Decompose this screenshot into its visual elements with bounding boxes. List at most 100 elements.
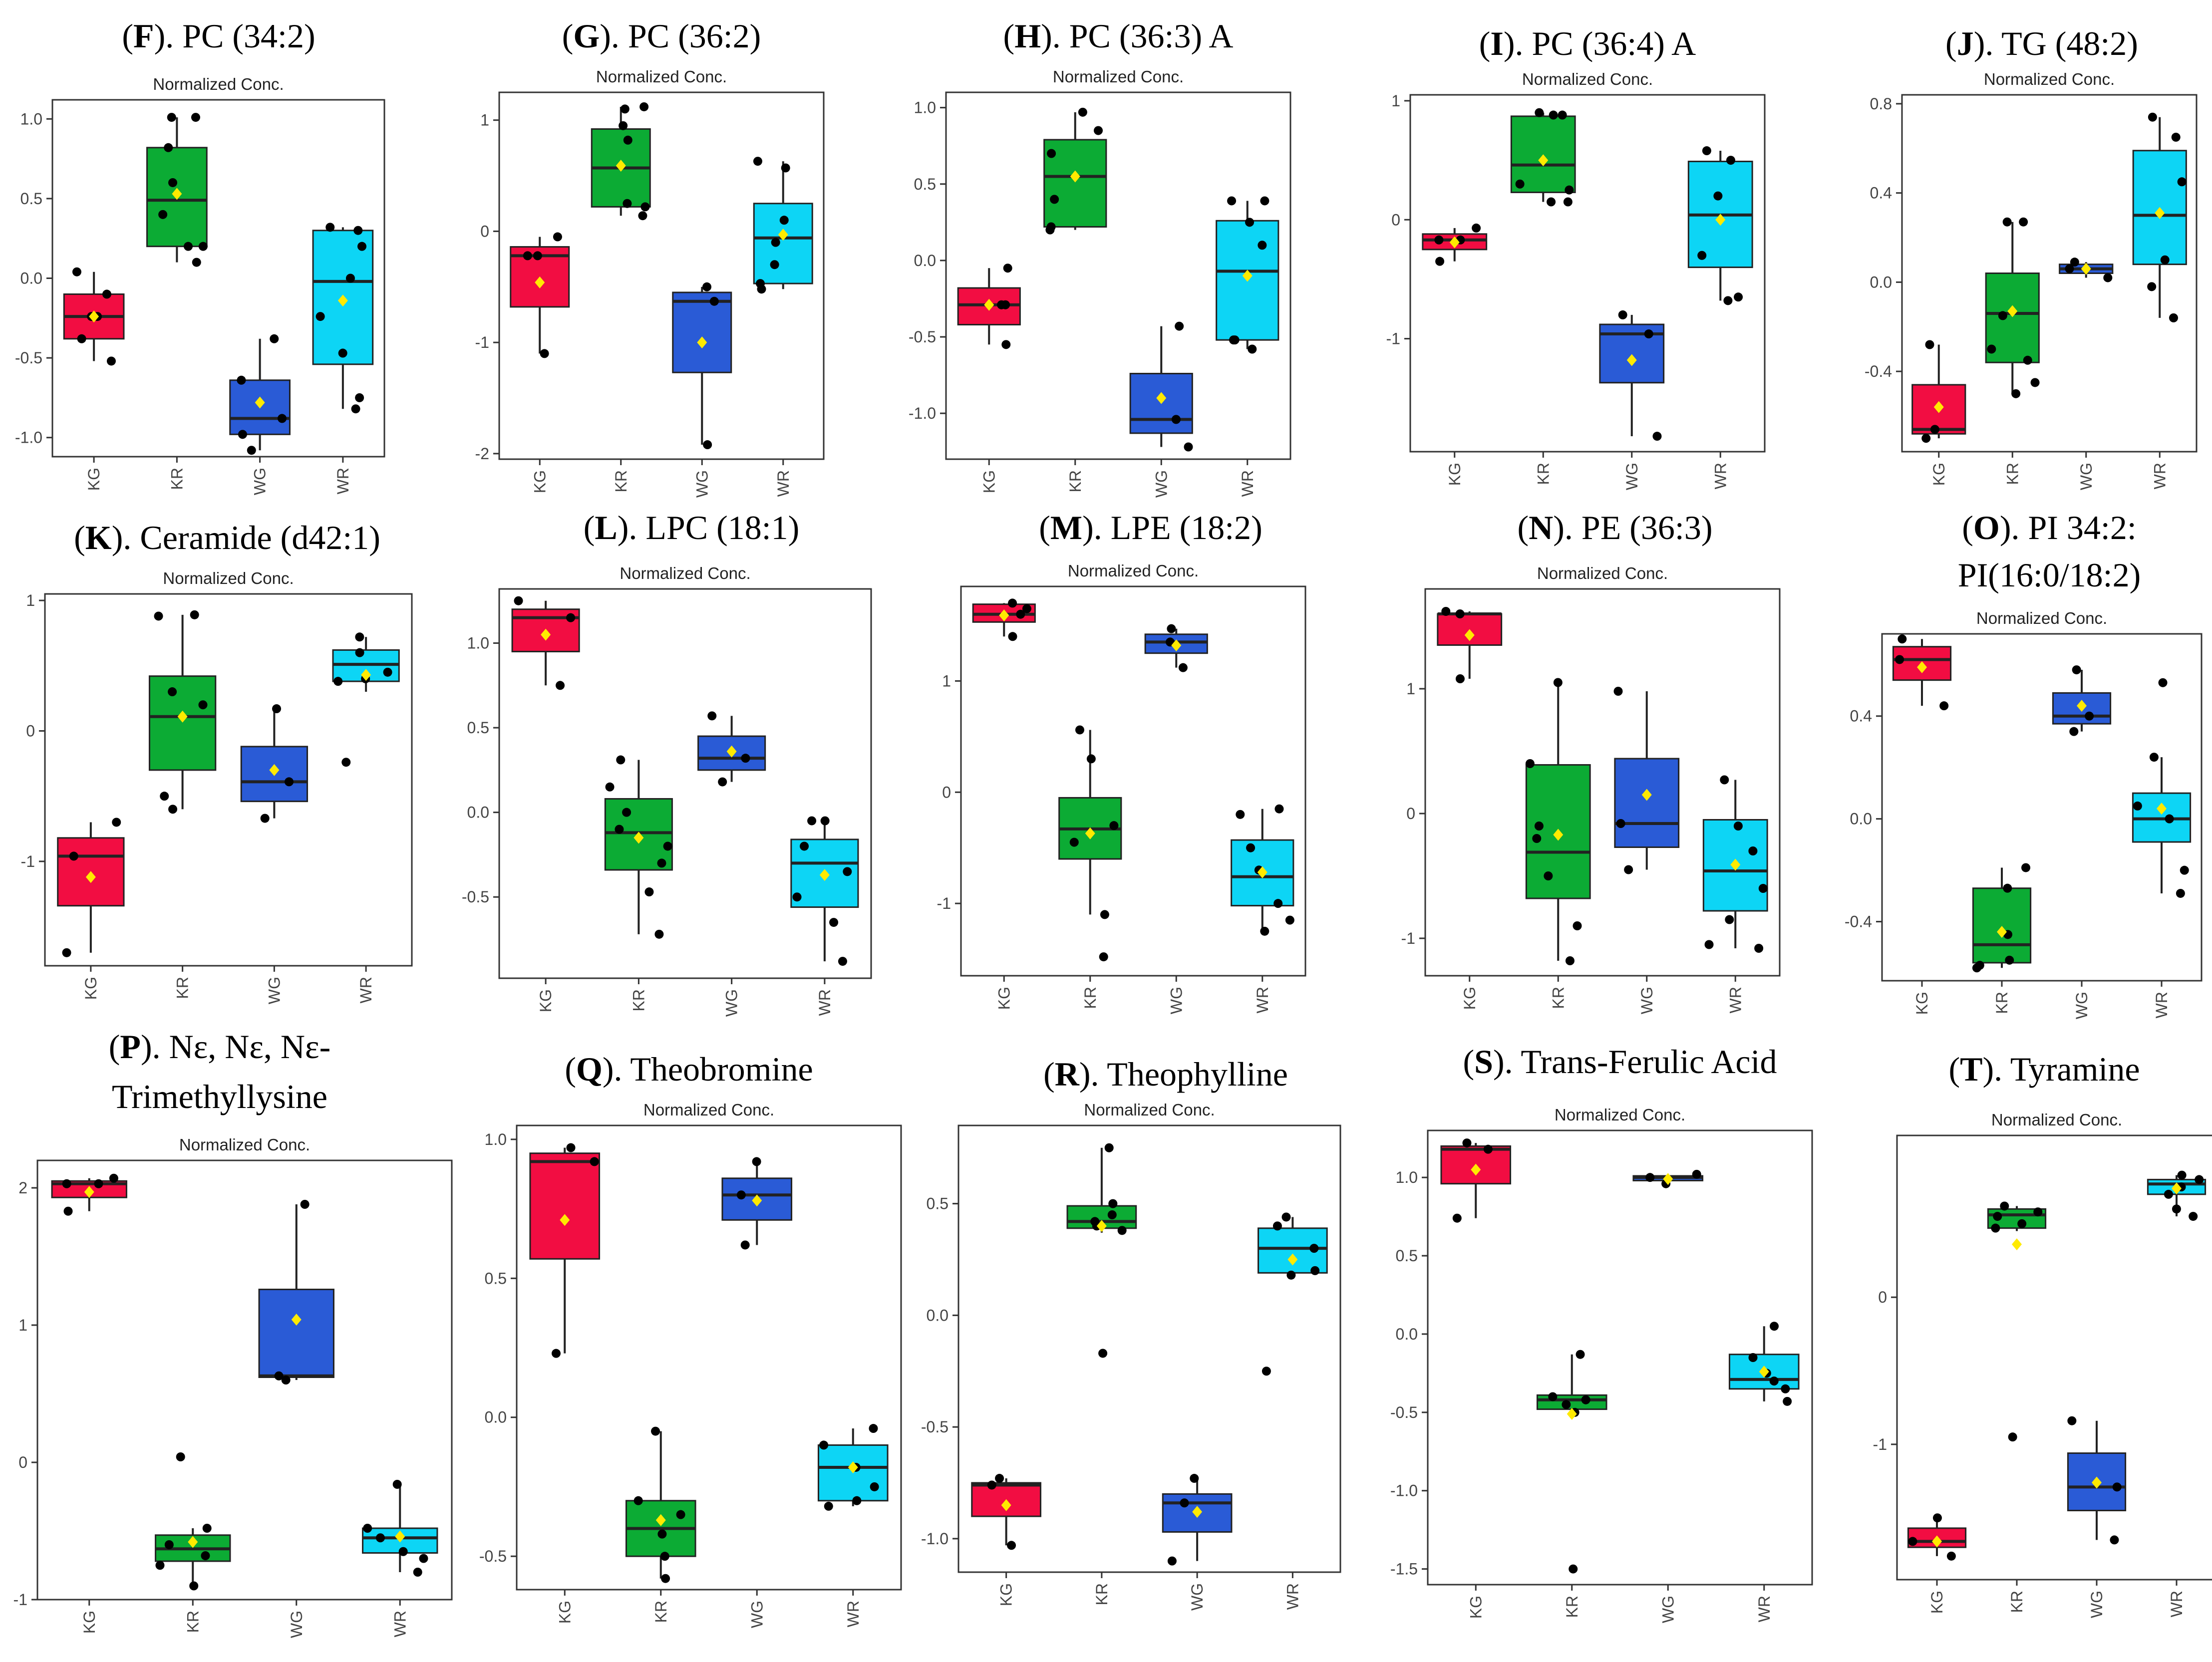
- panel-title-text: ). PC (34:2): [154, 17, 316, 55]
- panel-title: (F). PC (34:2): [122, 17, 315, 55]
- data-point: [155, 1561, 165, 1570]
- box-kr: [1058, 725, 1122, 962]
- data-point: [1078, 107, 1087, 117]
- data-point: [1435, 257, 1445, 266]
- data-point: [1455, 674, 1465, 683]
- data-point: [1618, 310, 1627, 319]
- box-kg: [1440, 1138, 1512, 1223]
- data-point: [1515, 179, 1525, 189]
- y-tick-label: 1: [18, 1316, 27, 1334]
- y-tick-label: 0.0: [467, 804, 489, 822]
- data-point: [1281, 1212, 1291, 1222]
- data-point: [2017, 1219, 2027, 1228]
- box-kr: [604, 755, 673, 939]
- data-point: [345, 274, 355, 283]
- data-point: [657, 858, 666, 868]
- data-point: [824, 1501, 833, 1511]
- data-point: [654, 929, 664, 939]
- mean-marker: [84, 1186, 94, 1198]
- mean-marker: [1449, 236, 1460, 249]
- y-tick-label: -0.4: [1865, 362, 1892, 380]
- box-kg: [57, 818, 125, 957]
- x-tick-label: WR: [1755, 1596, 1773, 1622]
- data-point: [201, 1551, 210, 1560]
- mean-marker: [1917, 661, 1927, 673]
- data-point: [1285, 915, 1294, 925]
- panel-title-letter: S: [1474, 1043, 1493, 1081]
- data-point: [1569, 1564, 1578, 1574]
- panel-k: (K). Ceramide (d42:1) Normalized Conc. -1 0…: [21, 519, 413, 1004]
- panel-title-text: ). LPC (18:1): [618, 509, 800, 547]
- data-point: [1652, 432, 1662, 441]
- data-point: [2033, 1207, 2043, 1217]
- data-point: [160, 792, 169, 801]
- mean-marker: [541, 628, 551, 641]
- data-point: [355, 648, 364, 657]
- data-point: [2023, 355, 2032, 365]
- y-tick-label: 2: [18, 1179, 27, 1197]
- data-point: [590, 1157, 599, 1166]
- data-point: [736, 1190, 746, 1200]
- x-tick-label: WG: [723, 989, 741, 1017]
- data-point: [1946, 1551, 1956, 1561]
- data-point: [1908, 1537, 1917, 1546]
- x-tick-label: WR: [1254, 987, 1271, 1013]
- plot-frame: [1881, 633, 2203, 982]
- box-kg: [1422, 223, 1488, 266]
- data-point: [1190, 1474, 1199, 1483]
- mean-marker: [1626, 354, 1637, 366]
- mean-marker: [535, 276, 545, 288]
- x-tick-label: WG: [1152, 470, 1170, 498]
- data-point: [644, 887, 654, 897]
- mean-marker: [1464, 629, 1475, 641]
- mean-marker: [1156, 392, 1167, 404]
- panel-o: (O). PI 34:2: PI(16:0/18:2) Normalized Con…: [1845, 509, 2203, 1019]
- panel-title-text: ). Tyramine: [1983, 1050, 2140, 1088]
- panel-title-letter: I: [1490, 24, 1503, 62]
- data-point: [702, 282, 712, 291]
- x-tick-label: WG: [2077, 463, 2095, 490]
- data-point: [987, 1480, 996, 1490]
- data-point: [807, 816, 817, 826]
- x-tick-label: KR: [2008, 1591, 2026, 1613]
- data-point: [852, 1496, 862, 1505]
- data-point: [1734, 292, 1743, 302]
- plot-frame: [36, 1159, 453, 1601]
- box-body: [529, 1152, 601, 1260]
- mean-marker: [999, 609, 1009, 621]
- data-point: [2133, 801, 2142, 811]
- data-point: [1991, 1223, 2000, 1233]
- data-point: [168, 178, 178, 187]
- data-point: [341, 758, 351, 767]
- data-point: [1472, 223, 1481, 233]
- data-point: [237, 375, 246, 385]
- data-point: [1107, 1210, 1117, 1219]
- data-point: [2112, 1482, 2122, 1492]
- panel-title-open: (: [1962, 509, 1973, 547]
- data-point: [1644, 329, 1653, 339]
- data-point: [1310, 1266, 1320, 1275]
- panel-title-text: ). PC (36:3) A: [1041, 17, 1233, 55]
- box-wg: [229, 334, 291, 455]
- box-kr: [1066, 1143, 1137, 1358]
- data-point: [1434, 235, 1444, 245]
- box-wr: [2132, 112, 2187, 322]
- box-wg: [1162, 1474, 1233, 1566]
- data-point: [657, 1529, 667, 1539]
- panel-title-text: ). Ceramide (d42:1): [112, 519, 380, 556]
- data-point: [523, 251, 532, 261]
- mean-marker: [1171, 639, 1182, 652]
- panel-i: (I). PC (36:4) A Normalized Conc. -1 0 1 KG KR…: [1386, 24, 1766, 490]
- mean-marker: [1070, 170, 1080, 183]
- panel-title-text: ). Trans-Ferulic Acid: [1493, 1043, 1777, 1081]
- x-tick-label: KR: [1563, 1596, 1581, 1618]
- y-tick-label: 1: [942, 672, 951, 690]
- data-point: [1726, 156, 1735, 165]
- data-point: [771, 238, 780, 247]
- box-kg: [971, 1474, 1041, 1550]
- data-point: [829, 918, 839, 927]
- data-point: [779, 216, 789, 225]
- data-point: [1260, 196, 1269, 206]
- y-tick-label: 0.0: [914, 252, 936, 270]
- mean-marker: [85, 871, 96, 883]
